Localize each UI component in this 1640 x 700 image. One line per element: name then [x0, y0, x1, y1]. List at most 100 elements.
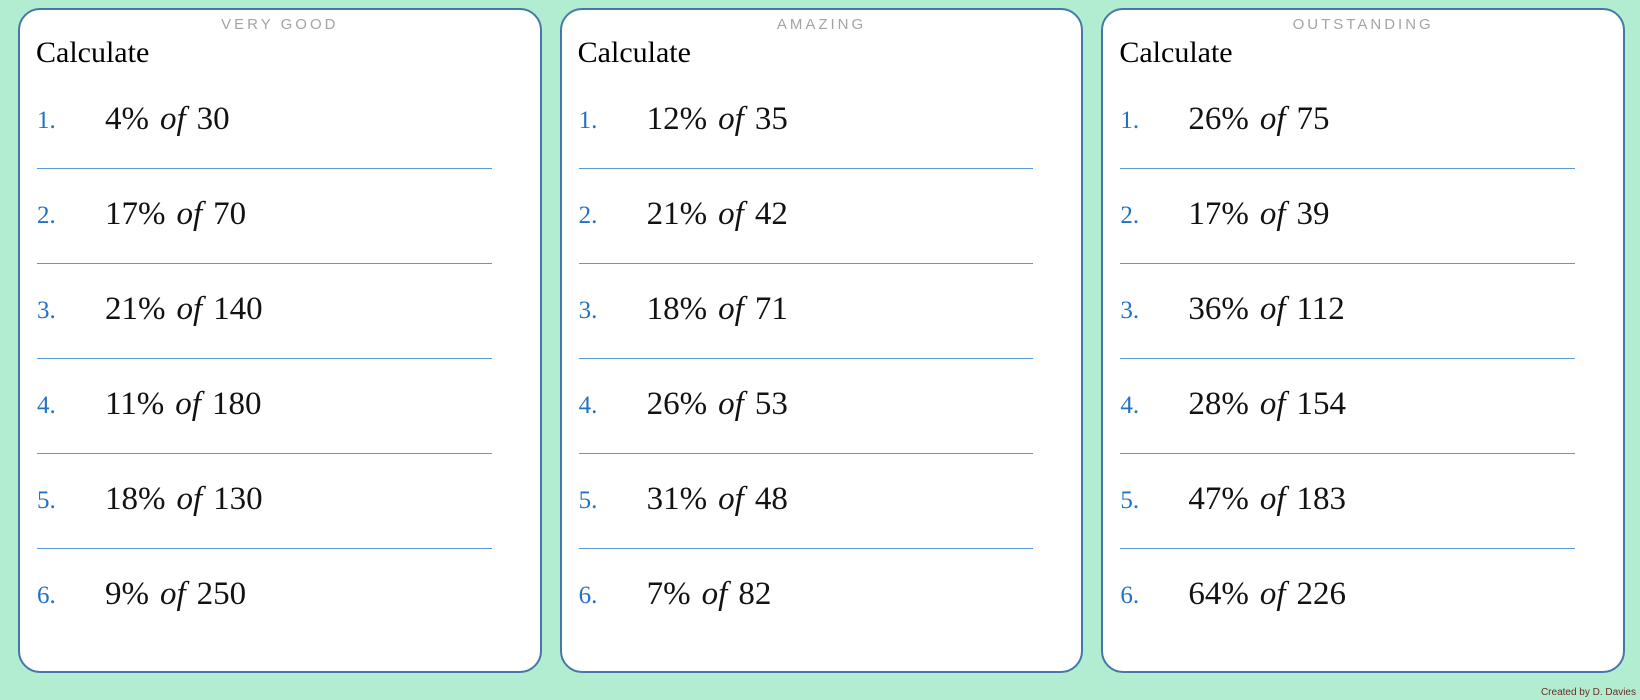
calculate-heading: Calculate: [1119, 36, 1233, 69]
problem-expression: 26% of 53: [647, 386, 788, 427]
calculate-heading: Calculate: [36, 36, 150, 69]
problem-percent: 17%: [1188, 195, 1249, 232]
problem-row: 3. 21% of 140: [37, 264, 492, 359]
problem-row: 1. 12% of 35: [578, 74, 1034, 169]
problem-row: 6. 9% of 250: [37, 549, 492, 643]
problem-expression: 18% of 71: [647, 291, 788, 332]
problem-row: 5. 47% of 183: [1120, 454, 1576, 549]
problem-number: 4.: [37, 392, 56, 419]
problem-of-word: of: [1259, 385, 1286, 422]
problem-row: 4. 28% of 154: [1120, 359, 1576, 454]
problem-percent: 11%: [105, 385, 165, 422]
problem-expression: 17% of 39: [1188, 196, 1329, 237]
problem-number: 6.: [1120, 582, 1140, 609]
problem-row: 5. 31% of 48: [578, 454, 1034, 549]
problem-percent: 4%: [105, 100, 149, 137]
problem-expression: 64% of 226: [1188, 576, 1346, 617]
problem-number: 5.: [37, 487, 56, 514]
problem-number: 2.: [578, 202, 598, 229]
problem-expression: 4% of 30: [105, 101, 230, 142]
problem-number: 2.: [37, 202, 56, 229]
problem-of-word: of: [160, 575, 186, 612]
worksheet-panel: OUTSTANDING Calculate 1. 26% of 75 2. 17% o…: [1101, 8, 1626, 673]
problem-number: 1.: [37, 107, 56, 134]
problem-base: 75: [1296, 100, 1330, 137]
problem-of-word: of: [1259, 100, 1286, 137]
problem-base: 70: [213, 195, 247, 232]
problem-of-word: of: [718, 195, 744, 232]
problem-of-word: of: [176, 480, 203, 517]
problem-number: 3.: [37, 297, 56, 324]
calculate-heading: Calculate: [577, 36, 691, 69]
problem-of-word: of: [701, 575, 728, 612]
problem-of-word: of: [1259, 195, 1286, 232]
problem-percent: 21%: [105, 290, 166, 327]
problem-of-word: of: [160, 100, 186, 137]
problem-of-word: of: [718, 385, 744, 422]
problem-base: 140: [213, 290, 263, 327]
problem-base: 130: [213, 480, 263, 517]
problem-row: 3. 36% of 112: [1120, 264, 1576, 359]
problem-expression: 26% of 75: [1188, 101, 1329, 142]
problem-base: 183: [1296, 480, 1347, 517]
panel-title: AMAZING: [776, 16, 867, 33]
problem-number: 1.: [1120, 107, 1140, 134]
problem-list: 1. 12% of 35 2. 21% of 42 3. 18% of 71 4. 26% o…: [562, 74, 1082, 643]
problem-number: 1.: [578, 107, 598, 134]
problem-of-word: of: [1259, 290, 1286, 327]
problem-of-word: of: [175, 385, 201, 422]
problem-row: 1. 26% of 75: [1120, 74, 1576, 169]
problem-base: 82: [738, 575, 772, 612]
problem-base: 48: [754, 480, 788, 517]
problem-expression: 36% of 112: [1188, 291, 1344, 332]
problem-expression: 17% of 70: [105, 196, 246, 237]
problem-expression: 18% of 130: [105, 481, 263, 522]
problem-base: 39: [1296, 195, 1330, 232]
problem-of-word: of: [718, 480, 744, 517]
problem-row: 2. 17% of 70: [37, 169, 492, 264]
problem-number: 6.: [578, 582, 598, 609]
problem-percent: 18%: [105, 480, 166, 517]
problem-row: 4. 11% of 180: [37, 359, 492, 454]
problem-row: 6. 64% of 226: [1120, 549, 1575, 643]
problem-row: 2. 21% of 42: [578, 169, 1034, 264]
problem-expression: 21% of 42: [647, 196, 788, 237]
problem-of-word: of: [718, 100, 744, 137]
credit-text: Created by D. Davies: [1540, 687, 1636, 698]
problem-percent: 26%: [646, 385, 708, 422]
problem-of-word: of: [176, 195, 203, 232]
problem-percent: 18%: [646, 290, 708, 327]
problem-base: 250: [196, 575, 247, 612]
problem-row: 1. 4% of 30: [37, 74, 492, 169]
problem-percent: 17%: [105, 195, 166, 232]
problem-percent: 47%: [1188, 480, 1249, 517]
problem-expression: 31% of 48: [647, 481, 788, 522]
worksheet-panel: VERY GOOD Calculate 1. 4% of 30 2. 17% of 70…: [18, 8, 542, 673]
problem-base: 35: [754, 100, 788, 137]
problem-base: 226: [1296, 575, 1347, 612]
problem-number: 4.: [578, 392, 598, 419]
problem-base: 53: [754, 385, 788, 422]
problem-base: 180: [211, 385, 262, 422]
problem-number: 5.: [1120, 487, 1140, 514]
problem-list: 1. 4% of 30 2. 17% of 70 3. 21% of 140 4. 11% o…: [20, 74, 540, 643]
problem-number: 6.: [37, 582, 56, 609]
problem-expression: 11% of 180: [105, 386, 261, 427]
problem-expression: 47% of 183: [1188, 481, 1346, 522]
problem-base: 71: [754, 290, 788, 327]
problem-row: 3. 18% of 71: [578, 264, 1034, 359]
problem-base: 30: [196, 100, 230, 137]
problem-of-word: of: [1259, 480, 1286, 517]
problem-percent: 64%: [1188, 575, 1249, 612]
problem-number: 2.: [1120, 202, 1140, 229]
problem-expression: 28% of 154: [1188, 386, 1346, 427]
problem-percent: 7%: [646, 575, 691, 612]
problem-list: 1. 26% of 75 2. 17% of 39 3. 36% of 112 4. 28%…: [1103, 74, 1623, 643]
problem-number: 5.: [578, 487, 598, 514]
problem-base: 112: [1296, 290, 1345, 327]
problem-of-word: of: [1259, 575, 1286, 612]
problem-expression: 21% of 140: [105, 291, 263, 332]
problem-percent: 36%: [1188, 290, 1249, 327]
problem-row: 4. 26% of 53: [578, 359, 1034, 454]
